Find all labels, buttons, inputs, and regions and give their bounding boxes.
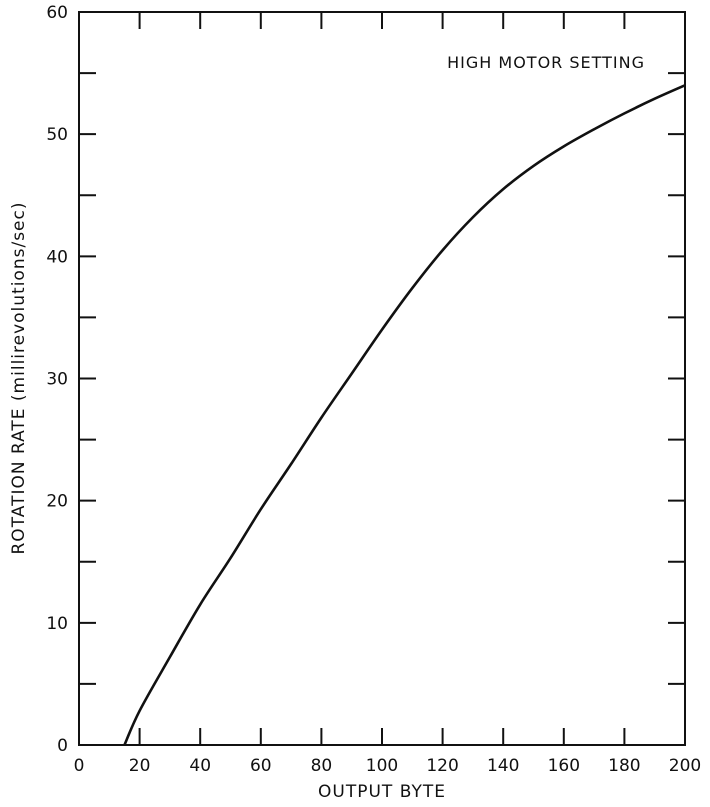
x-tick-labels: 0 20 40 60 80 100 120 140 160 180 200 [74, 756, 702, 776]
x-tick-label: 0 [74, 756, 85, 776]
y-tick-label: 60 [46, 3, 68, 23]
x-tick-label: 60 [250, 756, 272, 776]
y-tick-label: 10 [46, 614, 68, 634]
x-tick-label: 100 [366, 756, 398, 776]
y-tick-label: 40 [46, 247, 68, 267]
axis-ticks [78, 11, 686, 746]
x-tick-label: 40 [189, 756, 211, 776]
y-tick-label: 0 [57, 736, 68, 756]
y-tick-label: 30 [46, 370, 68, 390]
x-tick-label: 180 [608, 756, 640, 776]
y-axis-title: ROTATION RATE (millirevolutions/sec) [9, 202, 29, 555]
rotation-rate-line [123, 84, 686, 746]
x-tick-label: 200 [669, 756, 701, 776]
x-tick-label: 160 [548, 756, 580, 776]
x-tick-label: 120 [426, 756, 458, 776]
x-axis-title: OUTPUT BYTE [318, 782, 446, 802]
plot-frame [78, 11, 686, 746]
x-tick-label: 20 [129, 756, 151, 776]
x-tick-label: 140 [487, 756, 519, 776]
series-layer [123, 84, 686, 746]
chart-annotation: HIGH MOTOR SETTING [447, 53, 645, 72]
y-tick-label: 20 [46, 492, 68, 512]
x-tick-label: 80 [311, 756, 333, 776]
y-tick-label: 50 [46, 125, 68, 145]
y-tick-labels: 0 10 20 30 40 50 60 [46, 3, 68, 756]
